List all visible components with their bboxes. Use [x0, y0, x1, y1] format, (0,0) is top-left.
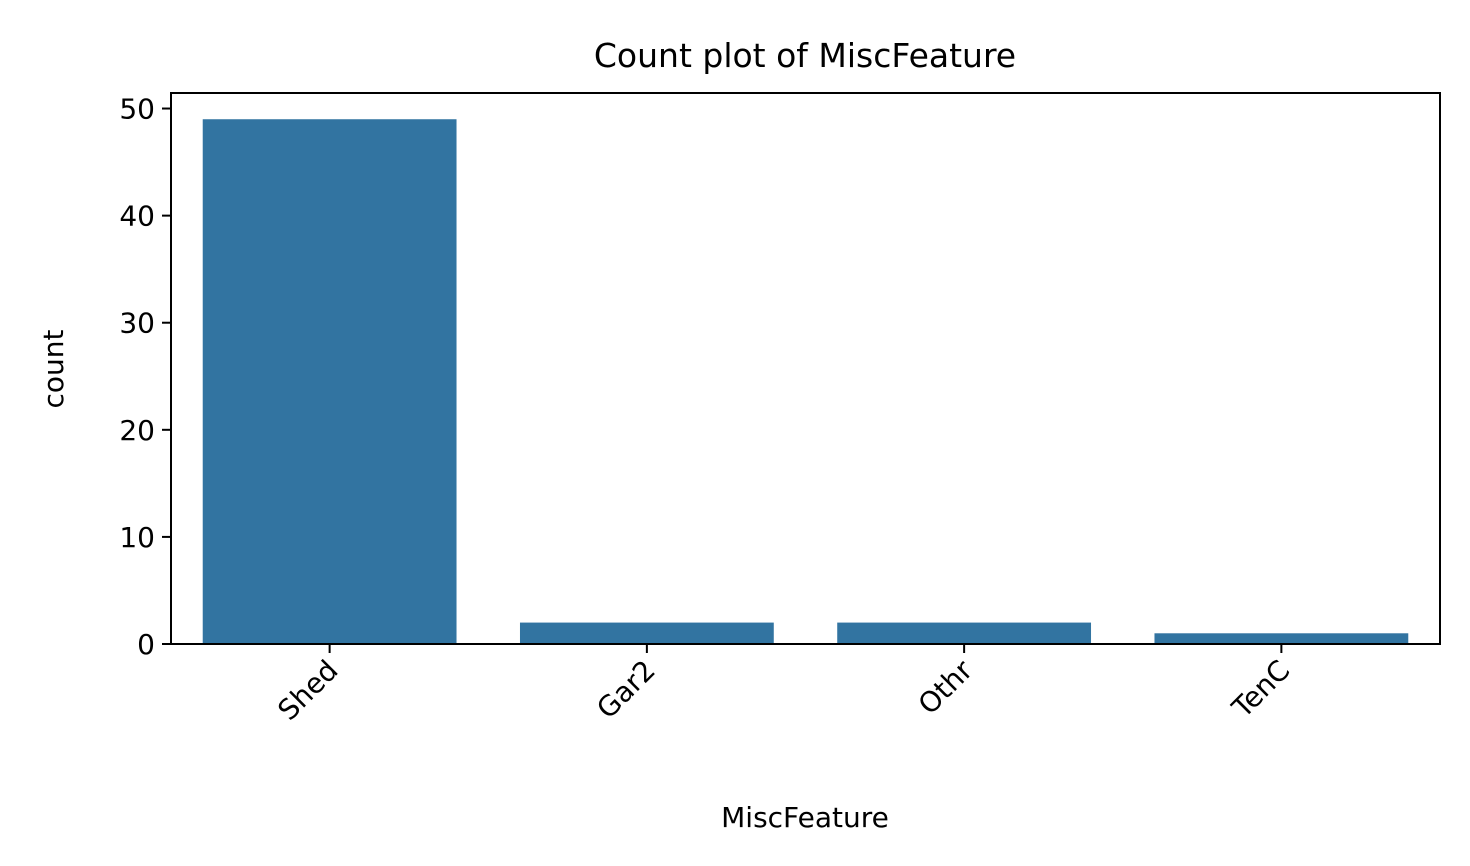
x-axis-label: MiscFeature — [721, 801, 889, 834]
y-axis-label: count — [37, 329, 70, 408]
x-tick-label-tenc: TenC — [1225, 654, 1296, 725]
y-tick-label: 10 — [119, 521, 155, 554]
y-tick-label: 30 — [119, 307, 155, 340]
y-tick-label: 40 — [119, 200, 155, 233]
bar-gar2 — [519, 622, 774, 644]
y-tick-label: 20 — [119, 414, 155, 447]
x-tick-label-shed: Shed — [271, 654, 344, 727]
chart-title: Count plot of MiscFeature — [594, 36, 1016, 75]
y-tick-label: 0 — [137, 628, 155, 661]
axes-frame — [170, 92, 1441, 645]
y-tick-label: 50 — [119, 93, 155, 126]
bars-group — [202, 119, 1409, 644]
x-tick-label-othr: Othr — [912, 653, 980, 721]
y-axis: 0 10 20 30 40 50 — [119, 93, 171, 661]
x-tick-label-gar2: Gar2 — [590, 654, 662, 726]
bar-tenc — [1154, 633, 1409, 644]
bar-shed — [202, 119, 457, 644]
bar-othr — [837, 622, 1092, 644]
x-axis: Shed Gar2 Othr TenC — [271, 644, 1296, 727]
plot-area: 0 10 20 30 40 50 Shed Gar2 Othr TenC — [119, 92, 1441, 727]
